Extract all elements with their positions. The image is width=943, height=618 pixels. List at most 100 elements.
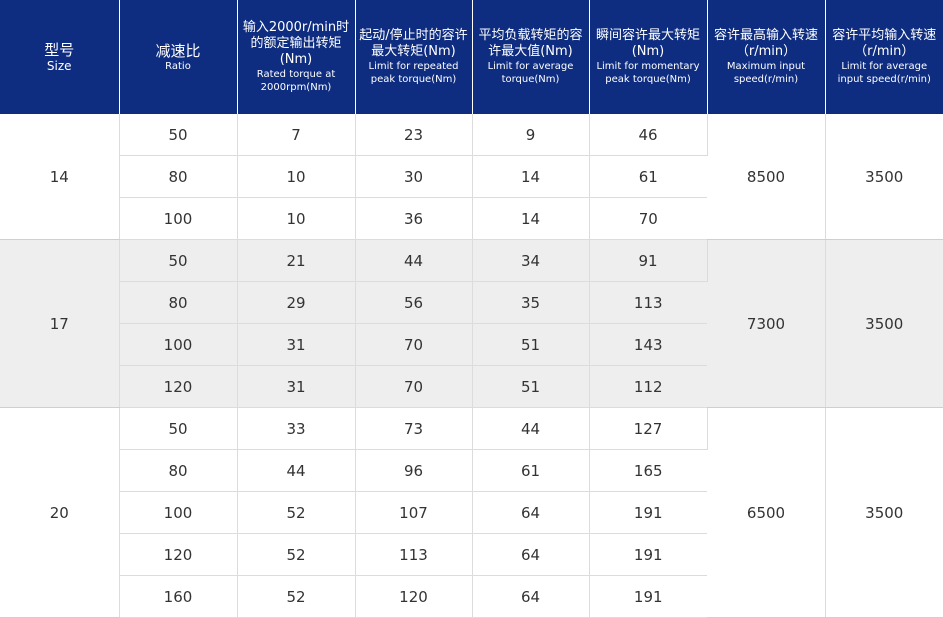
momentary-peak-cell: 113 (589, 281, 707, 324)
avg-input-speed-cell: 3500 (825, 239, 943, 408)
rated-torque-cell: 31 (237, 365, 356, 408)
average-torque-cell: 35 (472, 281, 590, 324)
table-row: 100 10 36 14 70 (0, 197, 943, 240)
header-rated-torque-zh: 输入2000r/min时的额定输出转矩(Nm) (242, 20, 350, 67)
header-avg-input-speed: 容许平均输入转速（r/min） Limit for average input … (825, 0, 943, 114)
header-momentary-peak-en: Limit for momentary peak torque(Nm) (596, 61, 700, 85)
momentary-peak-cell: 191 (589, 575, 707, 618)
average-torque-cell: 14 (472, 197, 590, 240)
average-torque-cell: 9 (472, 114, 590, 156)
rated-torque-cell: 10 (237, 197, 356, 240)
size-cell: 17 (0, 239, 120, 408)
header-size-zh: 型号 (44, 41, 75, 59)
repeated-peak-cell: 96 (355, 449, 473, 492)
header-rated-torque-en: Rated torque at 2000rpm(Nm) (256, 69, 336, 93)
header-max-input-speed-en: Maximum input speed(r/min) (726, 61, 806, 85)
momentary-peak-cell: 191 (589, 491, 707, 534)
ratio-cell: 100 (119, 323, 238, 366)
average-torque-cell: 64 (472, 491, 590, 534)
header-avg-input-speed-zh: 容许平均输入转速（r/min） (832, 28, 937, 59)
average-torque-cell: 51 (472, 323, 590, 366)
size-cell: 14 (0, 114, 120, 240)
header-size: 型号 Size (0, 0, 120, 114)
table-row: 80 29 56 35 113 (0, 281, 943, 324)
table-row: 80 10 30 14 61 (0, 155, 943, 198)
rated-torque-cell: 29 (237, 281, 356, 324)
repeated-peak-cell: 44 (355, 239, 473, 282)
avg-input-speed-cell: 3500 (825, 114, 943, 240)
momentary-peak-cell: 112 (589, 365, 707, 408)
momentary-peak-cell: 191 (589, 533, 707, 576)
momentary-peak-cell: 46 (589, 114, 708, 156)
header-average-torque: 平均负载转矩的容许最大值(Nm) Limit for average torqu… (472, 0, 590, 114)
table-row: 17 50 21 44 34 91 7300 3500 (0, 239, 943, 408)
repeated-peak-cell: 120 (355, 575, 473, 618)
rated-torque-cell: 44 (237, 449, 356, 492)
ratio-cell: 120 (119, 365, 238, 408)
table-row: 80 44 96 61 165 (0, 449, 943, 492)
header-average-torque-zh: 平均负载转矩的容许最大值(Nm) (478, 28, 583, 59)
rated-torque-cell: 7 (237, 114, 356, 156)
average-torque-cell: 51 (472, 365, 590, 408)
max-input-speed-cell: 8500 (707, 114, 826, 240)
momentary-peak-cell: 70 (589, 197, 707, 240)
ratio-cell: 80 (119, 155, 238, 198)
rated-torque-cell: 21 (237, 239, 356, 282)
table-row: 160 52 120 64 191 (0, 575, 943, 618)
ratio-cell: 50 (119, 114, 238, 156)
average-torque-cell: 14 (472, 155, 590, 198)
header-average-torque-en: Limit for average torque(Nm) (487, 61, 574, 85)
header-ratio-en: Ratio (165, 60, 191, 72)
ratio-cell: 50 (119, 407, 238, 450)
header-repeated-peak-en: Limit for repeated peak torque(Nm) (368, 61, 459, 85)
header-repeated-peak: 起动/停止时的容许最大转矩(Nm) Limit for repeated pea… (355, 0, 473, 114)
average-torque-cell: 64 (472, 533, 590, 576)
repeated-peak-cell: 23 (355, 114, 473, 156)
rated-torque-cell: 52 (237, 575, 356, 618)
momentary-peak-cell: 91 (589, 239, 708, 282)
header-max-input-speed-zh: 容许最高输入转速（r/min） (713, 28, 818, 59)
rated-torque-cell: 33 (237, 407, 356, 450)
table-row: 100 31 70 51 143 (0, 323, 943, 366)
ratio-cell: 100 (119, 197, 238, 240)
average-torque-cell: 61 (472, 449, 590, 492)
repeated-peak-cell: 113 (355, 533, 473, 576)
average-torque-cell: 34 (472, 239, 590, 282)
header-max-input-speed: 容许最高输入转速（r/min） Maximum input speed(r/mi… (707, 0, 826, 114)
table-row: 14 50 7 23 9 46 8500 3500 (0, 114, 943, 240)
momentary-peak-cell: 61 (589, 155, 707, 198)
avg-input-speed-cell: 3500 (825, 407, 943, 618)
repeated-peak-cell: 70 (355, 365, 473, 408)
table-body: 14 50 7 23 9 46 8500 3500 80 10 30 14 61… (0, 114, 943, 618)
header-size-en: Size (46, 59, 72, 73)
table-row: 20 50 33 73 44 127 6500 3500 (0, 407, 943, 618)
header-momentary-peak: 瞬间容许最大转矩(Nm) Limit for momentary peak to… (589, 0, 708, 114)
max-input-speed-cell: 6500 (707, 407, 826, 618)
rated-torque-cell: 31 (237, 323, 356, 366)
table-row: 120 31 70 51 112 (0, 365, 943, 408)
table-row: 100 52 107 64 191 (0, 491, 943, 534)
rated-torque-cell: 52 (237, 491, 356, 534)
size-cell: 20 (0, 407, 120, 618)
ratio-cell: 160 (119, 575, 238, 618)
ratio-cell: 100 (119, 491, 238, 534)
header-ratio: 减速比 Ratio (119, 0, 238, 114)
header-momentary-peak-zh: 瞬间容许最大转矩(Nm) (595, 28, 700, 59)
table-header: 型号 Size 减速比 Ratio 输入2000r/min时的额定输出转矩(Nm… (0, 0, 943, 114)
header-avg-input-speed-en: Limit for average input speed(r/min) (837, 61, 931, 85)
repeated-peak-cell: 56 (355, 281, 473, 324)
ratio-cell: 80 (119, 281, 238, 324)
average-torque-cell: 64 (472, 575, 590, 618)
momentary-peak-cell: 165 (589, 449, 707, 492)
header-repeated-peak-zh: 起动/停止时的容许最大转矩(Nm) (359, 28, 468, 59)
ratio-cell: 50 (119, 239, 238, 282)
repeated-peak-cell: 107 (355, 491, 473, 534)
ratio-cell: 120 (119, 533, 238, 576)
table-row: 120 52 113 64 191 (0, 533, 943, 576)
momentary-peak-cell: 143 (589, 323, 707, 366)
repeated-peak-cell: 73 (355, 407, 473, 450)
header-rated-torque: 输入2000r/min时的额定输出转矩(Nm) Rated torque at … (237, 0, 356, 114)
ratio-cell: 80 (119, 449, 238, 492)
repeated-peak-cell: 30 (355, 155, 473, 198)
